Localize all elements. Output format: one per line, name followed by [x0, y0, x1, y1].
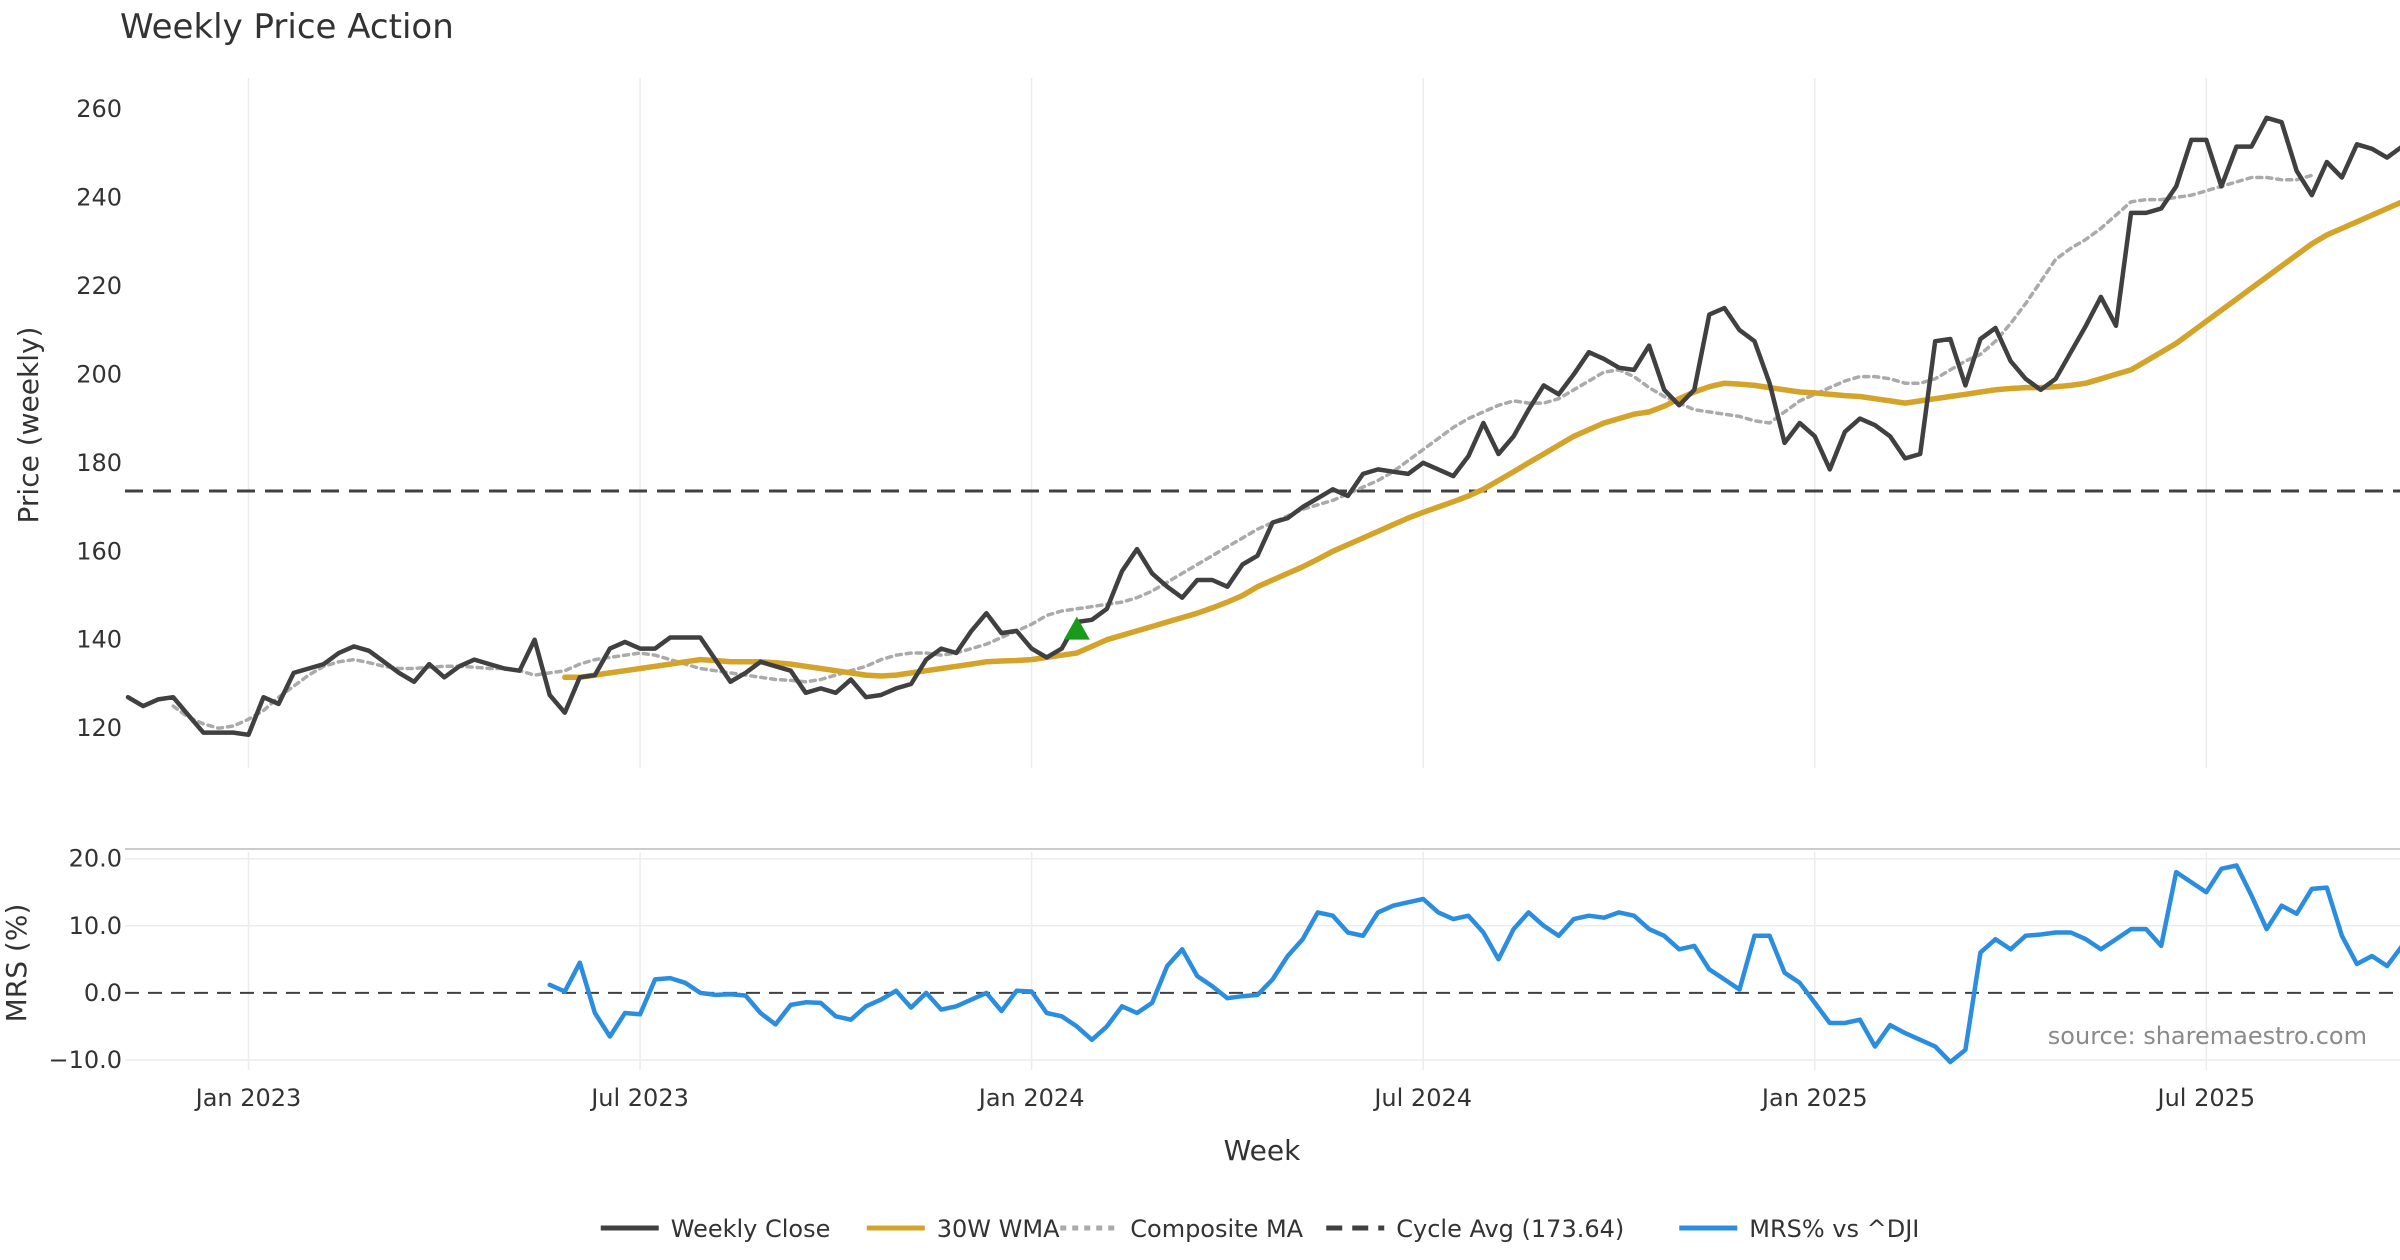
source-note: source: sharemaestro.com: [2048, 1022, 2367, 1050]
legend-label-weekly-close: Weekly Close: [671, 1215, 831, 1243]
mrs-series-line: [547, 863, 2400, 1065]
price-y-tick-label: 220: [76, 272, 122, 300]
mrs-y-tick-label: 20.0: [69, 845, 122, 873]
composite-ma-series-line: [171, 173, 2314, 730]
x-tick-label: Jan 2024: [977, 1084, 1085, 1112]
chart-title: Weekly Price Action: [120, 7, 454, 47]
mrs-y-axis-label: MRS (%): [0, 904, 33, 1023]
30w-wma-series-line: [562, 199, 2400, 681]
x-tick-label: Jul 2025: [2155, 1084, 2255, 1112]
legend-label-cycle-avg-173-64: Cycle Avg (173.64): [1396, 1215, 1624, 1243]
x-tick-label: Jan 2023: [194, 1084, 302, 1112]
legend-label-mrs-vs-dji: MRS% vs ^DJI: [1749, 1215, 1919, 1243]
price-y-tick-label: 140: [76, 626, 122, 654]
price-y-axis-label: Price (weekly): [12, 327, 45, 524]
price-series-layer: [125, 115, 2400, 738]
mrs-y-ticks: 20.0 10.0 0.0 −10.0: [48, 845, 122, 1074]
price-y-tick-label: 200: [76, 360, 122, 388]
x-tick-label: Jul 2023: [589, 1084, 689, 1112]
legend: Weekly Close 30W WMA Composite MA Cycle Avg…: [600, 1215, 1919, 1243]
price-y-tick-label: 120: [76, 714, 122, 742]
mrs-y-tick-label: 10.0: [69, 912, 122, 940]
price-grid: [247, 78, 2208, 768]
signal-marker-triangle: [1063, 616, 1090, 640]
mrs-y-tick-label: 0.0: [84, 979, 122, 1007]
price-y-tick-label: 260: [76, 95, 122, 123]
price-y-ticks: 120 140 160 180 200 220 240 260: [76, 95, 122, 742]
price-y-tick-label: 160: [76, 537, 122, 565]
x-ticks: Jan 2023 Jul 2023 Jan 2024 Jul 2024 Jan 2025…: [194, 1084, 2256, 1112]
weekly-close-series-line: [125, 115, 2400, 738]
legend-label-composite-ma: Composite MA: [1130, 1215, 1303, 1243]
legend-label-30w-wma: 30W WMA: [937, 1215, 1060, 1243]
x-tick-label: Jul 2024: [1372, 1084, 1472, 1112]
x-tick-label: Jan 2025: [1760, 1084, 1868, 1112]
mrs-y-tick-label: −10.0: [48, 1046, 122, 1074]
price-y-tick-label: 240: [76, 183, 122, 211]
price-y-tick-label: 180: [76, 449, 122, 477]
mrs-series-layer: [125, 863, 2400, 1065]
x-axis-label: Week: [1224, 1134, 1301, 1167]
